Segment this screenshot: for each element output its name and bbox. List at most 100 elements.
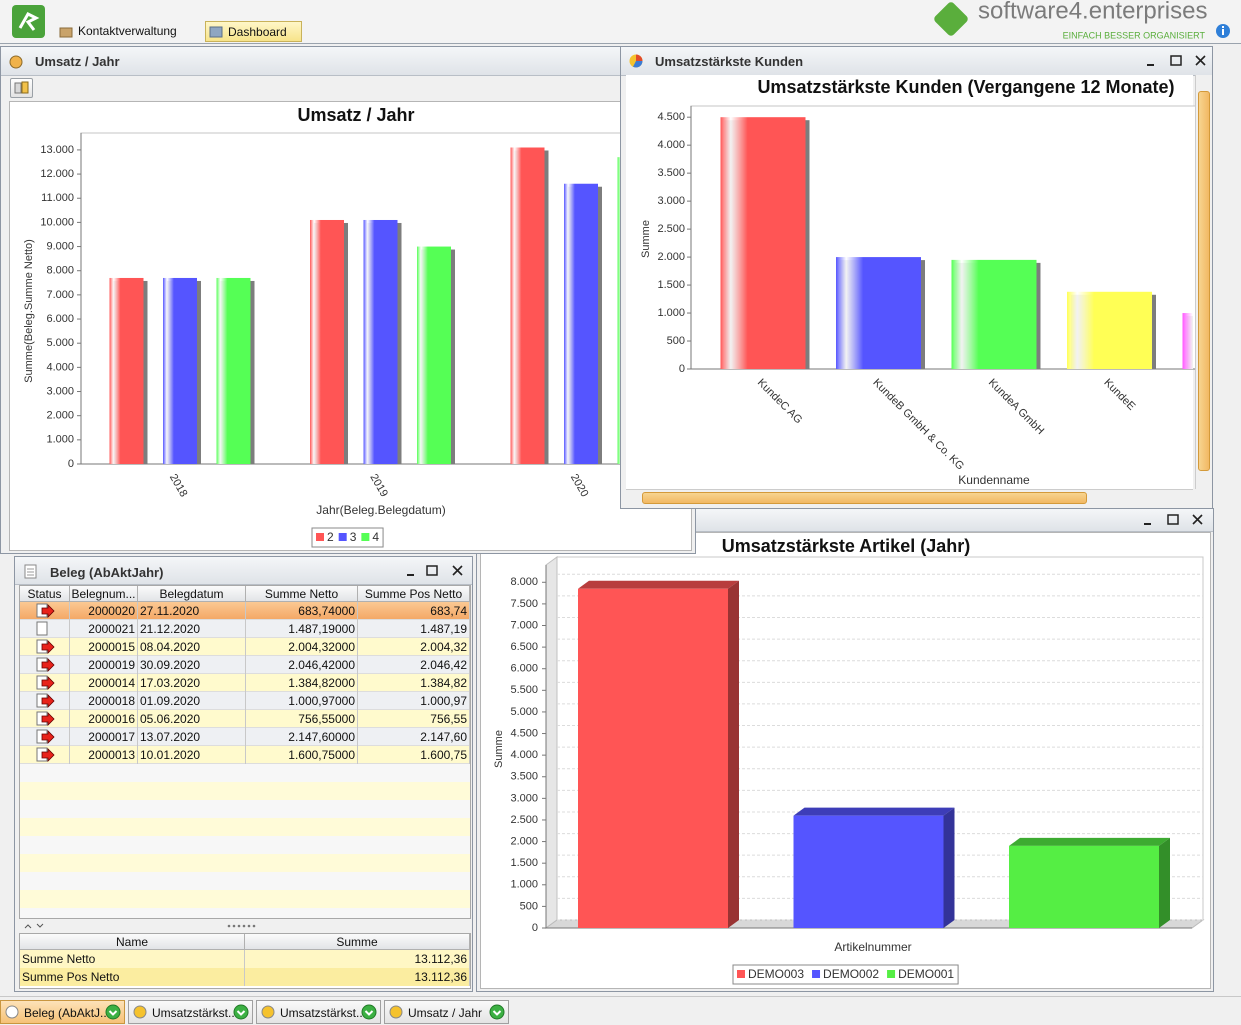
table-row[interactable]: 2000018 01.09.2020 1.000,97000 1.000,97 bbox=[20, 692, 470, 710]
arrow bbox=[41, 640, 55, 654]
x-tick-label: KundeA GmbH bbox=[986, 377, 1046, 437]
slogan: EINFACH BESSER ORGANISIERT bbox=[1063, 30, 1206, 40]
status-check bbox=[108, 1010, 118, 1016]
close-button[interactable] bbox=[452, 565, 463, 576]
status-check bbox=[364, 1010, 374, 1016]
arrow bbox=[41, 658, 55, 672]
column-header[interactable]: Summe Pos Netto bbox=[358, 586, 470, 602]
maximize-button[interactable] bbox=[1167, 514, 1179, 525]
table-cell: 2000014 bbox=[70, 674, 138, 692]
table-cell: 2.046,42000 bbox=[246, 656, 358, 674]
y-tick-label: 6.000 bbox=[510, 663, 538, 675]
bar bbox=[836, 257, 921, 369]
y-tick-label: 3.500 bbox=[510, 771, 538, 783]
table-cell: 1.487,19 bbox=[358, 620, 470, 638]
table-row[interactable]: 2000017 13.07.2020 2.147,60000 2.147,60 bbox=[20, 728, 470, 746]
tab-active[interactable]: Dashboard bbox=[205, 21, 302, 42]
maximize-button[interactable] bbox=[426, 565, 438, 576]
maximize-button[interactable] bbox=[1170, 55, 1182, 66]
bar bbox=[951, 259, 1037, 369]
tab-label: Kontaktverwaltung bbox=[78, 24, 177, 38]
arrow bbox=[41, 676, 55, 690]
legend-swatch bbox=[887, 970, 896, 978]
legend-swatch bbox=[812, 970, 821, 978]
empty-row bbox=[20, 818, 470, 836]
window-icon bbox=[629, 54, 643, 68]
table-cell: 756,55 bbox=[358, 710, 470, 728]
column-header[interactable]: Name bbox=[20, 934, 245, 950]
scroll-thumb[interactable] bbox=[1198, 91, 1210, 471]
status-cell bbox=[20, 656, 70, 674]
close-button[interactable] bbox=[1192, 514, 1203, 525]
y-tick-label: 1.000 bbox=[46, 434, 74, 446]
task-button[interactable]: Beleg (AbAktJ... bbox=[0, 1000, 125, 1024]
y-tick-label: 1.500 bbox=[657, 279, 685, 291]
table-cell: 1.000,97 bbox=[358, 692, 470, 710]
empty-row bbox=[20, 764, 470, 782]
task-icon bbox=[389, 1005, 403, 1019]
splitter[interactable] bbox=[19, 919, 471, 933]
legend-swatch bbox=[316, 533, 324, 541]
status-icon bbox=[36, 747, 55, 762]
table-row[interactable]: 2000013 10.01.2020 1.600,75000 1.600,75 bbox=[20, 746, 470, 764]
task-button[interactable]: Umsatz / Jahr bbox=[384, 1000, 509, 1024]
bar bbox=[417, 246, 451, 464]
column-header[interactable]: Summe bbox=[245, 934, 470, 950]
summary-cell: Summe Netto bbox=[20, 950, 245, 968]
bar-front bbox=[1009, 845, 1159, 928]
window-controls bbox=[1144, 514, 1203, 525]
legend-label: 3 bbox=[350, 530, 357, 544]
y-tick-label: 7.500 bbox=[510, 598, 538, 610]
scroll-thumb[interactable] bbox=[642, 492, 1087, 504]
status-dot bbox=[105, 1004, 121, 1020]
task-button[interactable]: Umsatzstärkst... bbox=[128, 1000, 253, 1024]
table-cell: 1.384,82000 bbox=[246, 674, 358, 692]
y-tick-label: 9.000 bbox=[46, 240, 74, 252]
table-row[interactable]: 2000019 30.09.2020 2.046,42000 2.046,42 bbox=[20, 656, 470, 674]
table-cell: 2.004,32000 bbox=[246, 638, 358, 656]
table-row[interactable]: 2000014 17.03.2020 1.384,82000 1.384,82 bbox=[20, 674, 470, 692]
status-cell bbox=[20, 620, 70, 638]
v-scrollbar[interactable] bbox=[1195, 75, 1212, 489]
bar-side bbox=[1159, 837, 1170, 928]
table-cell: 05.06.2020 bbox=[138, 710, 246, 728]
status-check bbox=[236, 1010, 246, 1016]
task-icon bbox=[261, 1005, 275, 1019]
bar bbox=[1182, 313, 1193, 369]
bar bbox=[216, 277, 251, 464]
table-row[interactable]: 2000016 05.06.2020 756,55000 756,55 bbox=[20, 710, 470, 728]
y-tick-label: 6.000 bbox=[46, 313, 74, 325]
window-controls bbox=[1147, 55, 1206, 66]
x-axis-label: Jahr(Beleg.Belegdatum) bbox=[316, 503, 445, 517]
task-button[interactable]: Umsatzstärkst... bbox=[256, 1000, 381, 1024]
table-cell: 683,74 bbox=[358, 602, 470, 620]
table-row[interactable]: 2000020 27.11.2020 683,74000 683,74 bbox=[20, 602, 470, 620]
table-cell: 08.04.2020 bbox=[138, 638, 246, 656]
window-title: Umsatz / Jahr bbox=[35, 54, 120, 69]
column-header[interactable]: Belegnum... bbox=[70, 586, 138, 602]
h-scrollbar[interactable] bbox=[626, 489, 1193, 506]
table-cell: 683,74000 bbox=[246, 602, 358, 620]
brand: software4.enterprises bbox=[978, 0, 1207, 24]
column-header[interactable]: Summe Netto bbox=[246, 586, 358, 602]
column-header[interactable]: Belegdatum bbox=[138, 586, 246, 602]
bar bbox=[578, 580, 739, 928]
y-tick-label: 500 bbox=[520, 900, 538, 912]
arrow bbox=[41, 694, 55, 708]
bar bbox=[363, 219, 398, 464]
toolbar-button[interactable] bbox=[10, 78, 33, 98]
table-row[interactable]: 2000015 08.04.2020 2.004,32000 2.004,32 bbox=[20, 638, 470, 656]
tab[interactable]: Kontaktverwaltung bbox=[56, 21, 192, 42]
y-tick-label: 3.000 bbox=[46, 385, 74, 397]
window-icon bbox=[24, 564, 37, 579]
column-header[interactable]: Status bbox=[20, 586, 70, 602]
task-status bbox=[489, 1004, 505, 1020]
info-dot bbox=[1222, 26, 1224, 28]
bars bbox=[720, 117, 1193, 369]
legend-label: DEMO002 bbox=[823, 967, 879, 981]
y-tick-label: 500 bbox=[667, 335, 685, 347]
close-button[interactable] bbox=[1195, 55, 1206, 66]
summary-cell: 13.112,36 bbox=[245, 950, 470, 968]
table-cell: 2000017 bbox=[70, 728, 138, 746]
table-row[interactable]: 2000021 21.12.2020 1.487,19000 1.487,19 bbox=[20, 620, 470, 638]
